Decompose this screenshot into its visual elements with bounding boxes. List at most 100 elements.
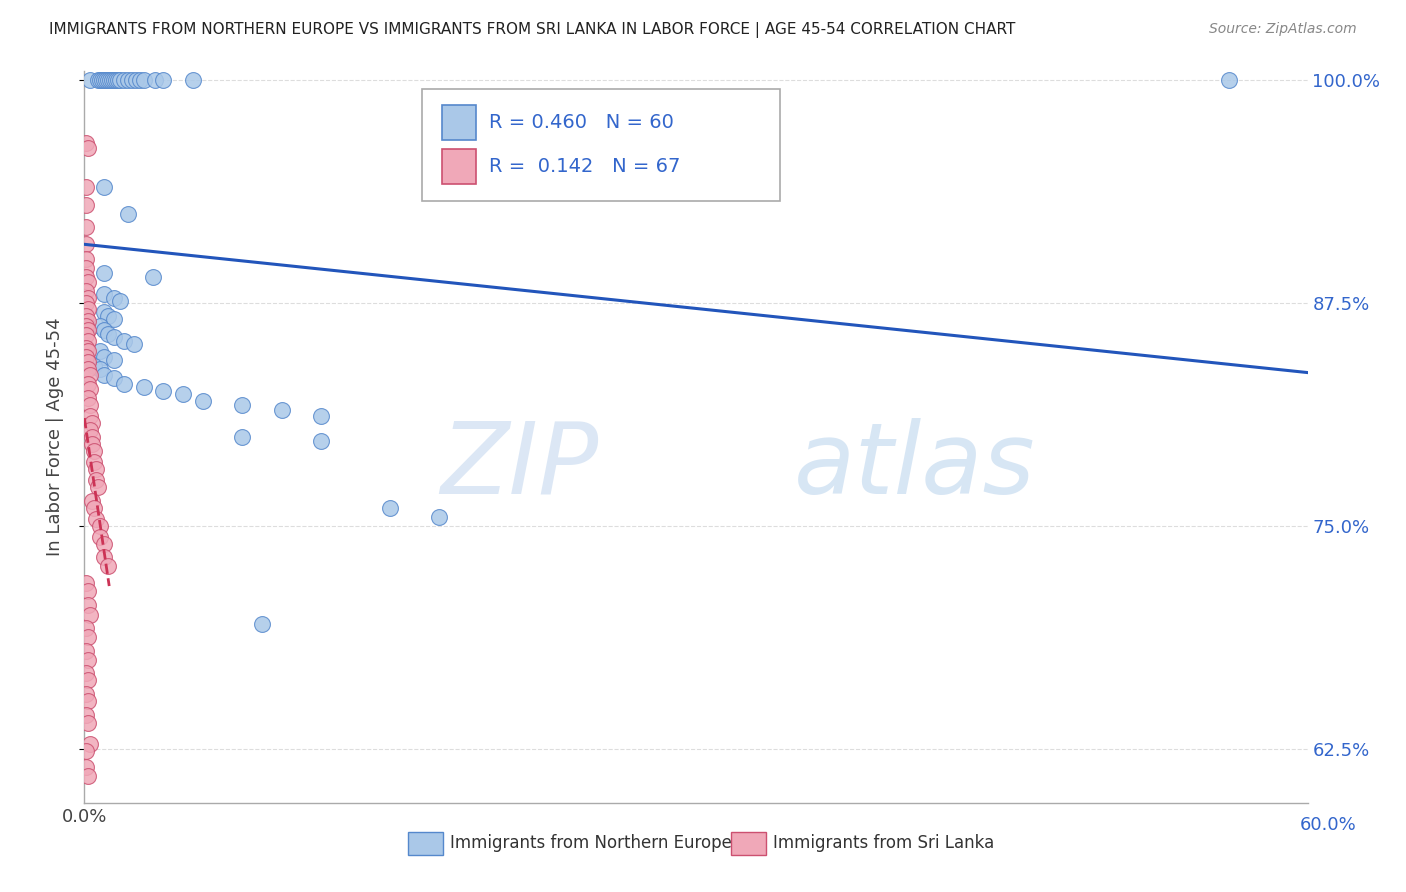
- Point: [132, 380, 155, 394]
- Point: [75, 284, 97, 298]
- Point: [77, 275, 100, 289]
- Point: [75, 687, 97, 701]
- Point: [77, 653, 100, 667]
- Point: [82, 430, 104, 444]
- Point: [77, 715, 100, 730]
- Point: [103, 330, 125, 344]
- Point: [77, 630, 100, 644]
- Point: [121, 73, 143, 87]
- Point: [93, 549, 115, 564]
- Point: [77, 769, 100, 783]
- Point: [89, 319, 111, 334]
- Point: [89, 362, 111, 376]
- Point: [93, 266, 115, 280]
- Point: [75, 260, 97, 275]
- Point: [108, 73, 131, 87]
- Point: [79, 423, 101, 437]
- Point: [101, 73, 124, 87]
- Point: [75, 319, 97, 334]
- Point: [108, 294, 131, 309]
- Point: [87, 480, 110, 494]
- Point: [97, 558, 120, 573]
- Point: [250, 617, 273, 632]
- Point: [97, 73, 120, 87]
- Point: [93, 73, 115, 87]
- Point: [191, 394, 214, 409]
- Point: [103, 353, 125, 368]
- Point: [83, 455, 105, 469]
- Y-axis label: In Labor Force | Age 45-54: In Labor Force | Age 45-54: [45, 318, 63, 557]
- Point: [75, 760, 97, 774]
- Point: [83, 444, 105, 458]
- Point: [77, 583, 100, 598]
- Point: [93, 537, 115, 551]
- Point: [75, 237, 97, 252]
- Point: [75, 350, 97, 364]
- Point: [77, 314, 100, 328]
- Point: [77, 355, 100, 369]
- Point: [79, 73, 101, 87]
- Point: [132, 73, 155, 87]
- Point: [75, 309, 97, 323]
- Point: [75, 136, 97, 150]
- Point: [82, 494, 104, 508]
- Point: [107, 73, 129, 87]
- Point: [77, 344, 100, 359]
- Point: [75, 328, 97, 343]
- Point: [84, 512, 107, 526]
- Point: [77, 323, 100, 337]
- Point: [79, 398, 101, 412]
- Point: [103, 371, 125, 385]
- Point: [75, 744, 97, 758]
- Point: [75, 252, 97, 266]
- Point: [98, 73, 121, 87]
- Point: [89, 73, 111, 87]
- Text: atlas: atlas: [794, 417, 1035, 515]
- Point: [77, 694, 100, 708]
- Point: [231, 398, 253, 412]
- Point: [79, 608, 101, 623]
- Point: [83, 359, 105, 373]
- Point: [89, 519, 111, 533]
- Point: [93, 350, 115, 364]
- Point: [75, 269, 97, 284]
- Point: [77, 362, 100, 376]
- Point: [103, 312, 125, 326]
- Point: [103, 291, 125, 305]
- Point: [172, 387, 194, 401]
- Point: [87, 73, 110, 87]
- Point: [309, 434, 332, 448]
- Text: ZIP: ZIP: [440, 417, 598, 515]
- Point: [77, 301, 100, 316]
- Point: [79, 368, 101, 382]
- Point: [77, 376, 100, 391]
- Bar: [443, 104, 475, 140]
- Point: [270, 403, 292, 417]
- Point: [91, 73, 114, 87]
- Point: [77, 334, 100, 348]
- Point: [84, 462, 107, 476]
- Point: [124, 73, 146, 87]
- Point: [77, 598, 100, 612]
- Point: [79, 382, 101, 396]
- Point: [93, 305, 115, 319]
- Point: [75, 296, 97, 310]
- Point: [75, 180, 97, 194]
- Point: [77, 391, 100, 405]
- Point: [94, 73, 117, 87]
- Point: [429, 510, 451, 524]
- Point: [75, 219, 97, 234]
- Point: [93, 180, 115, 194]
- Text: Immigrants from Northern Europe: Immigrants from Northern Europe: [450, 834, 731, 852]
- Point: [79, 409, 101, 423]
- Point: [152, 73, 174, 87]
- Point: [89, 344, 111, 359]
- Text: Source: ZipAtlas.com: Source: ZipAtlas.com: [1209, 22, 1357, 37]
- Point: [75, 341, 97, 355]
- Point: [117, 73, 139, 87]
- Point: [103, 73, 125, 87]
- Text: R = 0.460   N = 60: R = 0.460 N = 60: [489, 113, 673, 132]
- Text: 60.0%: 60.0%: [1301, 816, 1357, 834]
- Point: [142, 269, 165, 284]
- Point: [97, 326, 120, 341]
